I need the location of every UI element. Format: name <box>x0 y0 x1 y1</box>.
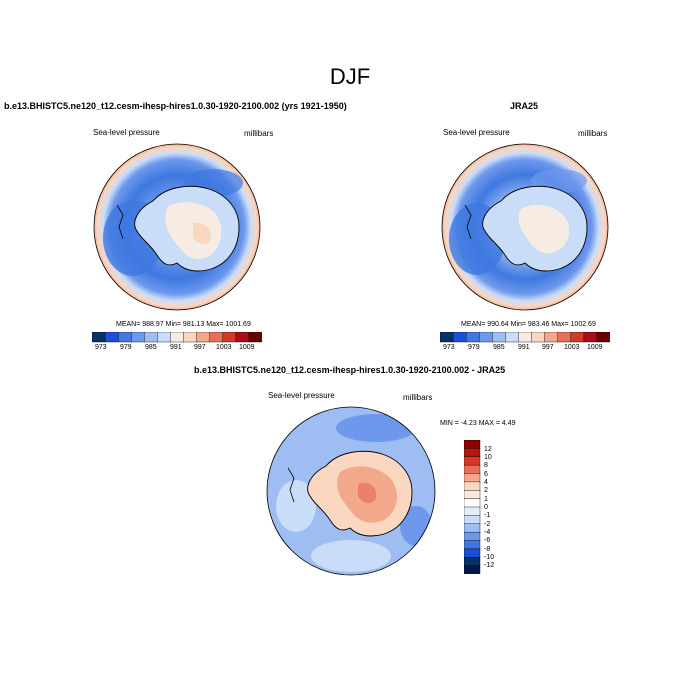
left-cb-tick: 1009 <box>239 344 255 351</box>
figure-title: DJF <box>329 64 371 89</box>
diff-colorbar-cell <box>464 498 481 508</box>
left-cb-tick: 997 <box>194 344 206 351</box>
left-variable-label: Sea-level pressure <box>93 128 160 137</box>
colorbar-cell <box>131 332 145 343</box>
diff-cb-tick: 1 <box>484 496 488 503</box>
right-cb-tick: 1003 <box>564 344 580 351</box>
colorbar-cell <box>492 332 506 343</box>
diff-colorbar-cell <box>464 557 481 567</box>
right-polar-map <box>441 143 609 311</box>
diff-cb-tick: 10 <box>484 454 492 461</box>
diff-colorbar-cell <box>464 523 481 533</box>
diff-colorbar-cell <box>464 490 481 500</box>
diff-variable-label: Sea-level pressure <box>268 391 335 400</box>
colorbar-cell <box>531 332 546 343</box>
right-units-label: millibars <box>578 129 608 138</box>
left-cb-tick: 991 <box>170 344 182 351</box>
diff-colorbar-cell <box>464 473 481 483</box>
diff-colorbar-cell <box>464 481 481 491</box>
left-panel-title: b.e13.BHISTC5.ne120_t12.cesm-ihesp-hires… <box>4 101 347 111</box>
diff-colorbar-cell <box>464 531 481 542</box>
diff-colorbar-cell <box>464 440 481 449</box>
colorbar-cell <box>596 332 610 343</box>
left-map-border <box>93 143 261 311</box>
diff-cb-tick: 8 <box>484 462 488 469</box>
colorbar-cell <box>117 332 132 343</box>
right-colorbar-ticks: 973 979 985 991 997 1003 1009 <box>440 344 610 354</box>
left-cb-tick: 979 <box>120 344 132 351</box>
diff-cb-tick: 12 <box>484 446 492 453</box>
colorbar-cell <box>222 332 237 343</box>
colorbar-cell <box>144 332 158 343</box>
diff-stats: MIN = -4.23 MAX = 4.49 <box>440 420 516 427</box>
diff-cb-tick: -12 <box>484 562 495 569</box>
diff-cb-tick: -4 <box>484 529 491 536</box>
right-variable-label: Sea-level pressure <box>443 128 510 137</box>
colorbar-cell <box>209 332 224 343</box>
right-cb-tick: 1009 <box>587 344 603 351</box>
right-cb-tick: 997 <box>542 344 554 351</box>
diff-colorbar-cell <box>464 565 481 574</box>
right-map-border <box>441 143 609 311</box>
right-cb-tick: 985 <box>493 344 505 351</box>
diff-cb-tick: -10 <box>484 554 495 561</box>
colorbar-cell <box>235 332 250 343</box>
diff-cb-tick: -1 <box>484 512 491 519</box>
diff-colorbar-cell <box>464 548 481 558</box>
diff-colorbar-cell <box>464 464 481 475</box>
diff-cb-tick: 4 <box>484 479 488 486</box>
colorbar-cell <box>183 332 198 343</box>
diff-cb-tick: 2 <box>484 487 488 494</box>
colorbar-cell <box>570 332 585 343</box>
colorbar-cell <box>505 332 519 343</box>
diff-map-border <box>266 406 436 576</box>
diff-cb-tick: 6 <box>484 471 488 478</box>
diff-colorbar-cell <box>464 506 481 516</box>
diff-colorbar-cell <box>464 456 481 466</box>
left-units-label: millibars <box>244 129 274 138</box>
diff-cb-tick: -2 <box>484 521 491 528</box>
colorbar-cell <box>440 332 454 343</box>
colorbar-cell <box>196 332 211 343</box>
diff-colorbar-cell <box>464 540 481 550</box>
left-cb-tick: 1003 <box>216 344 232 351</box>
diff-colorbar-ticks: 12 10 8 6 4 2 1 0 -1 -2 -4 -6 -8 -10 -12 <box>484 440 508 574</box>
right-colorbar <box>440 332 610 343</box>
colorbar-cell <box>170 332 185 343</box>
left-cb-tick: 973 <box>95 344 107 351</box>
colorbar-cell <box>518 332 533 343</box>
left-stats: MEAN= 988.97 Min= 981.13 Max= 1001.69 <box>116 321 251 328</box>
colorbar-cell <box>544 332 559 343</box>
diff-cb-tick: -6 <box>484 537 491 544</box>
left-colorbar <box>92 332 262 343</box>
colorbar-cell <box>248 332 262 343</box>
diff-units-label: millibars <box>403 393 433 402</box>
left-polar-map <box>93 143 261 311</box>
colorbar-cell <box>465 332 480 343</box>
diff-polar-map <box>266 406 436 576</box>
colorbar-cell <box>583 332 598 343</box>
diff-colorbar-cell <box>464 515 481 525</box>
left-colorbar-ticks: 973 979 985 991 997 1003 1009 <box>92 344 262 354</box>
colorbar-cell <box>479 332 493 343</box>
right-cb-tick: 979 <box>468 344 480 351</box>
diff-panel-title: b.e13.BHISTC5.ne120_t12.cesm-ihesp-hires… <box>194 365 506 375</box>
colorbar-cell <box>157 332 171 343</box>
right-stats: MEAN= 990.64 Min= 983.46 Max= 1002.69 <box>461 321 596 328</box>
colorbar-cell <box>557 332 572 343</box>
colorbar-cell <box>92 332 106 343</box>
right-cb-tick: 991 <box>518 344 530 351</box>
right-cb-tick: 973 <box>443 344 455 351</box>
colorbar-cell <box>104 332 119 343</box>
left-cb-tick: 985 <box>145 344 157 351</box>
diff-colorbar-cell <box>464 448 481 458</box>
diff-colorbar <box>464 440 481 574</box>
diff-cb-tick: -8 <box>484 546 491 553</box>
colorbar-cell <box>452 332 467 343</box>
diff-cb-tick: 0 <box>484 504 488 511</box>
right-panel-title: JRA25 <box>510 101 539 111</box>
